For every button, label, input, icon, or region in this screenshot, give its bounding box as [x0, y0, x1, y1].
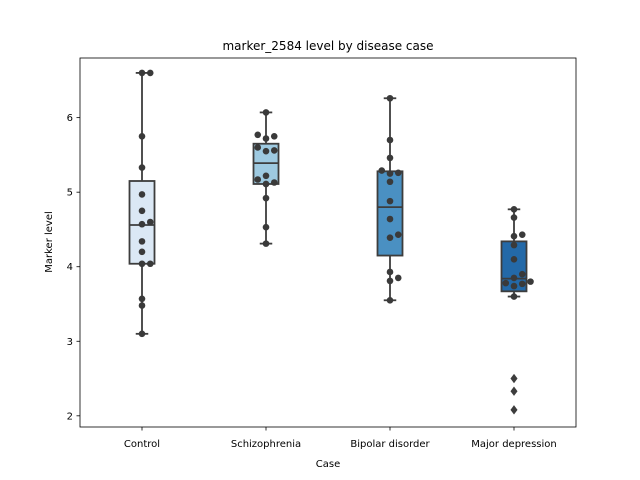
data-point [386, 268, 394, 276]
y-tick-label: 6 [67, 113, 73, 124]
data-point [138, 330, 146, 338]
x-axis-title: Case [316, 459, 340, 470]
data-point [386, 94, 394, 102]
data-point [262, 135, 270, 142]
outlier-marker [510, 386, 518, 396]
data-point [138, 164, 146, 171]
data-point [527, 278, 534, 285]
data-point [518, 280, 526, 288]
data-point [518, 270, 526, 278]
data-point [510, 293, 518, 300]
x-tick-label: Control [124, 439, 160, 450]
data-point [262, 194, 270, 202]
data-point [386, 277, 394, 285]
data-point [510, 282, 518, 290]
data-point [138, 69, 146, 77]
data-point [146, 69, 154, 77]
data-point [138, 238, 146, 245]
data-point [518, 231, 526, 238]
y-tick-label: 3 [67, 337, 73, 348]
data-point [254, 144, 262, 151]
data-point [138, 220, 146, 228]
data-point [510, 241, 518, 249]
data-point [262, 223, 270, 231]
data-point [386, 296, 394, 304]
data-point [138, 302, 146, 309]
data-point [386, 178, 394, 186]
data-point [510, 232, 518, 240]
data-point [502, 279, 510, 287]
data-point [138, 248, 146, 256]
data-point [386, 234, 394, 241]
data-point [254, 176, 262, 183]
data-point [270, 147, 278, 154]
y-tick-label: 4 [67, 262, 73, 273]
data-point [262, 172, 270, 180]
data-point [138, 295, 146, 303]
y-tick-label: 2 [67, 411, 73, 422]
data-point [138, 191, 146, 198]
data-point [262, 180, 270, 188]
data-point [146, 260, 154, 268]
data-point [386, 136, 394, 144]
outlier-marker [510, 405, 518, 415]
data-point [386, 154, 394, 162]
plot-frame [79, 57, 577, 428]
outlier-marker [510, 373, 518, 384]
data-point [386, 197, 394, 205]
data-point [510, 274, 518, 282]
data-point [386, 215, 394, 223]
x-tick-label: Bipolar disorder [350, 439, 430, 450]
data-point [394, 231, 402, 238]
data-point [146, 218, 154, 226]
data-point [270, 132, 278, 140]
chart-title: marker_2584 level by disease case [222, 39, 433, 53]
data-point [262, 240, 270, 247]
data-point [262, 147, 270, 155]
data-point [262, 109, 270, 116]
data-point [254, 131, 262, 139]
data-point [386, 170, 394, 177]
data-point [510, 214, 518, 221]
y-tick-label: 5 [67, 188, 73, 199]
data-point [138, 260, 146, 268]
plot-area: 2 3 4 5 6 Control Schizophrenia Bipolar disorde… [67, 57, 577, 450]
data-point [394, 169, 402, 177]
data-point [510, 255, 518, 263]
data-point [510, 206, 518, 213]
data-point [138, 207, 146, 215]
data-point [138, 132, 146, 140]
box-bipolar-disorder [376, 170, 404, 257]
x-tick-label: Major depression [471, 439, 557, 450]
y-axis-title: Marker level [44, 211, 55, 273]
data-point [378, 167, 386, 174]
x-tick-label: Schizophrenia [231, 439, 301, 450]
data-point [270, 179, 278, 186]
data-point [394, 274, 402, 282]
